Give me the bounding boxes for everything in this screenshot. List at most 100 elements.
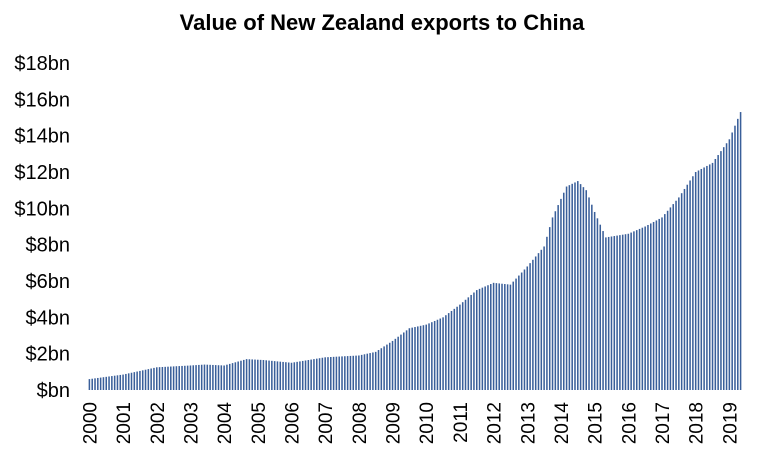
x-tick-label: 2007 [316, 402, 337, 444]
bar [734, 125, 736, 391]
bar [198, 364, 200, 390]
bar [731, 132, 733, 391]
bar [602, 231, 604, 390]
bar [360, 354, 363, 390]
bar [498, 283, 500, 390]
y-tick-label: $14bn [14, 126, 70, 148]
bar [520, 272, 523, 390]
bar [411, 327, 413, 390]
bar [633, 231, 635, 390]
bar [467, 297, 470, 390]
bar [557, 205, 559, 390]
bar [722, 147, 725, 390]
bar [607, 236, 610, 390]
x-tick-label: 2016 [619, 402, 640, 444]
bar [318, 358, 321, 390]
bar [540, 249, 543, 390]
bar [355, 355, 357, 390]
bar [647, 224, 649, 390]
bar [694, 172, 697, 390]
bar [725, 143, 728, 390]
bar [658, 218, 660, 390]
bar [352, 355, 355, 390]
bar [366, 353, 369, 390]
bar [181, 365, 183, 390]
x-tick-label: 2014 [552, 402, 573, 445]
bar [728, 139, 731, 390]
bar [686, 184, 689, 390]
bar [450, 310, 453, 390]
bar [683, 188, 686, 390]
bar [417, 326, 419, 390]
bar [139, 370, 141, 390]
x-tick-label: 2012 [485, 402, 506, 444]
y-tick-label: $12bn [14, 162, 70, 184]
bar [403, 332, 405, 390]
bar [271, 360, 273, 390]
bar [447, 313, 450, 390]
bar-series [88, 112, 742, 391]
bar [276, 361, 279, 390]
bar [321, 357, 324, 390]
bar [293, 362, 296, 390]
bar [383, 346, 385, 390]
bar [501, 283, 503, 390]
bar [310, 359, 312, 390]
bar [459, 304, 461, 390]
bar [335, 356, 338, 390]
bar [116, 375, 119, 390]
bar [380, 348, 383, 390]
bar [304, 360, 307, 390]
bar [666, 210, 669, 390]
bar [534, 256, 537, 390]
bar [475, 290, 478, 390]
bar [268, 360, 270, 390]
bar [739, 112, 742, 391]
bar [635, 230, 638, 390]
bar [391, 340, 394, 390]
bar [228, 363, 231, 390]
bar [220, 365, 223, 390]
bar [425, 324, 427, 390]
bar [133, 372, 136, 390]
bar [388, 342, 391, 390]
x-tick-label: 2009 [384, 402, 405, 444]
bar [324, 357, 326, 390]
bar [478, 288, 481, 390]
y-tick-label: $bn [37, 380, 70, 402]
bar [231, 363, 234, 390]
bar [214, 365, 217, 390]
bar [678, 197, 680, 390]
bar [574, 182, 576, 390]
bar [94, 378, 96, 390]
bar [621, 234, 624, 390]
bar [299, 361, 301, 390]
x-tick-label: 2010 [417, 402, 438, 444]
x-tick-label: 2003 [181, 402, 202, 444]
bar [234, 362, 237, 390]
bar [706, 165, 708, 390]
bar [720, 151, 722, 390]
bar [97, 377, 99, 390]
bar [282, 361, 284, 390]
bar [512, 281, 515, 390]
bar [279, 361, 282, 390]
bar [273, 361, 276, 390]
bar [212, 364, 214, 390]
bar [644, 226, 646, 390]
y-tick-label: $18bn [14, 53, 70, 75]
x-axis: 2000 2001 2002 2003 2004 2005 2006 2007 2008 2009… [80, 402, 741, 445]
bar [158, 367, 161, 390]
bar [506, 284, 509, 390]
bar [568, 185, 571, 390]
bar [122, 374, 124, 390]
bar [484, 286, 486, 390]
bar [708, 164, 711, 390]
bar [349, 355, 352, 390]
bar [700, 168, 703, 390]
bar [470, 294, 472, 390]
bar [436, 319, 439, 390]
bar [518, 275, 520, 390]
bar [571, 183, 573, 390]
